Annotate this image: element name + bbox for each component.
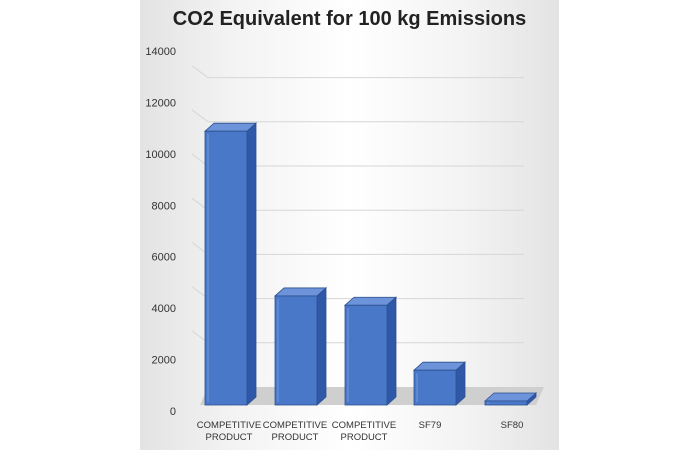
bar-front: [484, 400, 528, 406]
x-category-label: COMPETITIVE: [263, 420, 327, 431]
x-category-label: PRODUCT: [206, 432, 253, 443]
x-category-label: COMPETITIVE: [332, 420, 396, 431]
chart-title: CO2 Equivalent for 100 kg Emissions: [172, 8, 527, 30]
x-category-label: PRODUCT: [272, 432, 319, 443]
bar-top: [273, 287, 328, 297]
y-tick-label: 14000: [145, 46, 176, 58]
bar-front: [413, 369, 457, 406]
bar-top: [343, 296, 398, 306]
bar-top: [483, 392, 538, 402]
bar-front: [204, 130, 248, 406]
y-tick-label: 8000: [152, 200, 176, 212]
y-tick-label: 6000: [152, 252, 176, 264]
x-category-label: COMPETITIVE: [197, 420, 261, 431]
y-tick-label: 4000: [152, 303, 176, 315]
y-tick-label: 2000: [152, 355, 176, 367]
bar-side: [316, 287, 327, 406]
bar: [483, 392, 538, 406]
bar: [412, 361, 467, 406]
x-category-label: SF80: [501, 420, 524, 431]
y-tick-label: 12000: [145, 98, 176, 110]
x-category-label: SF79: [419, 420, 442, 431]
bar: [273, 287, 328, 406]
bar: [343, 296, 398, 406]
gridline: [191, 65, 524, 79]
bar-front: [344, 304, 388, 406]
gridline: [191, 109, 524, 123]
bar-top: [203, 122, 258, 132]
bar-top: [412, 361, 467, 371]
bar-side: [386, 296, 397, 406]
bar-front: [274, 295, 318, 406]
y-tick-label: 0: [170, 406, 176, 418]
bar: [203, 122, 258, 406]
y-tick-label: 10000: [145, 149, 176, 161]
bar-side: [246, 122, 257, 406]
x-category-label: PRODUCT: [341, 432, 388, 443]
